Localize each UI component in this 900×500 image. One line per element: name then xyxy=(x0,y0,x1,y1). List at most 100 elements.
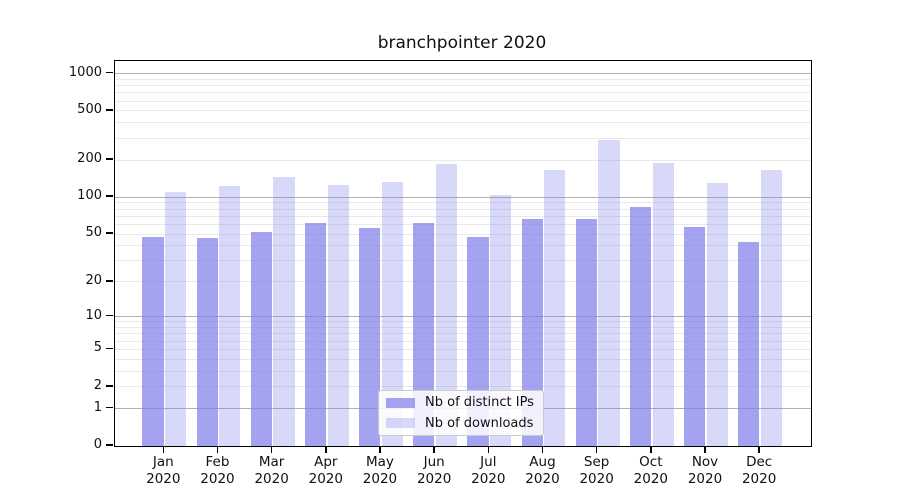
x-tick-label-may: May 2020 xyxy=(348,454,412,488)
x-tick-label-dec: Dec 2020 xyxy=(727,454,791,488)
x-tick-month: Mar xyxy=(258,454,285,470)
y-tick-label-20: 20 xyxy=(85,272,102,288)
y-tick-mark-1000 xyxy=(106,71,113,74)
bar-downloads-oct xyxy=(652,162,674,446)
bar-downloads-nov xyxy=(706,182,728,446)
gridline-60 xyxy=(115,223,811,225)
x-tick-label-sep: Sep 2020 xyxy=(565,454,629,488)
x-tick-year: 2020 xyxy=(687,471,723,487)
x-tick-label-apr: Apr 2020 xyxy=(294,454,358,488)
bar-downloads-dec xyxy=(760,170,783,446)
bar-distinct-ips-feb xyxy=(196,238,218,446)
y-tick-label-5: 5 xyxy=(93,340,102,356)
x-tick-year: 2020 xyxy=(416,471,452,487)
gridline-700 xyxy=(115,92,811,94)
x-tick-month: May xyxy=(366,454,394,470)
x-tick-label-jul: Jul 2020 xyxy=(456,454,520,488)
gridline-20 xyxy=(115,281,811,283)
x-tick-mark-jul xyxy=(487,446,490,453)
y-tick-mark-1 xyxy=(106,406,113,409)
x-tick-mark-may xyxy=(379,446,381,453)
x-tick-mark-nov xyxy=(704,446,706,453)
x-tick-mark-oct xyxy=(650,446,652,453)
bar-distinct-ips-mar xyxy=(250,232,272,446)
bar-downloads-sep xyxy=(598,140,620,446)
x-tick-mark-dec xyxy=(758,446,760,453)
gridline-900 xyxy=(115,78,811,80)
bar-downloads-may xyxy=(381,182,403,446)
legend-label-downloads: Nb of downloads xyxy=(425,415,534,431)
x-tick-month: Feb xyxy=(205,454,230,470)
gridline-30 xyxy=(115,260,811,262)
gridline-1000 xyxy=(115,73,811,75)
gridline-200 xyxy=(115,159,811,161)
x-tick-year: 2020 xyxy=(308,471,343,487)
x-tick-month: Nov xyxy=(691,454,719,470)
x-tick-mark-jan xyxy=(162,446,165,453)
x-tick-mark-apr xyxy=(325,446,327,453)
gridline-10 xyxy=(115,316,811,318)
x-tick-year: 2020 xyxy=(362,471,398,487)
x-tick-month: Oct xyxy=(639,454,663,470)
bar-distinct-ips-nov xyxy=(684,227,706,446)
gridline-2 xyxy=(115,386,811,388)
x-tick-year: 2020 xyxy=(471,471,506,487)
legend-swatch-distinct-ips xyxy=(386,397,415,408)
gridline-7 xyxy=(115,333,811,335)
gridline-5 xyxy=(115,348,811,350)
y-tick-label-100: 100 xyxy=(77,188,102,204)
bar-downloads-apr xyxy=(327,184,349,446)
gridline-600 xyxy=(115,100,811,102)
bar-distinct-ips-oct xyxy=(629,207,652,446)
gridline-80 xyxy=(115,208,811,210)
y-tick-mark-100 xyxy=(106,195,113,197)
gridline-3 xyxy=(115,370,811,372)
gridline-300 xyxy=(115,137,811,139)
y-tick-mark-10 xyxy=(106,314,113,317)
x-tick-month: Apr xyxy=(314,454,338,470)
bar-distinct-ips-may xyxy=(359,228,381,446)
bar-downloads-jun xyxy=(435,163,458,446)
x-tick-month: Aug xyxy=(529,454,556,470)
x-tick-month: Jun xyxy=(423,454,445,470)
bar-distinct-ips-jan xyxy=(142,237,164,446)
x-tick-mark-feb xyxy=(216,446,219,453)
gridline-100 xyxy=(115,196,811,198)
x-tick-label-oct: Oct 2020 xyxy=(619,454,683,488)
y-tick-mark-500 xyxy=(106,109,113,111)
bar-downloads-jul xyxy=(490,195,512,446)
gridline-40 xyxy=(115,245,811,247)
bar-downloads-aug xyxy=(544,170,566,446)
y-tick-label-2: 2 xyxy=(93,377,102,393)
x-tick-label-mar: Mar 2020 xyxy=(240,454,304,488)
x-tick-year: 2020 xyxy=(633,471,668,487)
x-tick-mark-aug xyxy=(541,446,544,453)
chart-title: branchpointer 2020 xyxy=(377,33,547,53)
bar-downloads-jan xyxy=(165,191,187,446)
y-tick-mark-5 xyxy=(106,347,113,350)
bar-distinct-ips-sep xyxy=(575,219,597,446)
gridline-8 xyxy=(115,327,811,329)
legend: Nb of distinct IPs Nb of downloads xyxy=(378,390,544,436)
y-tick-label-1: 1 xyxy=(93,399,102,415)
y-tick-label-10: 10 xyxy=(85,307,102,323)
x-tick-month: Sep xyxy=(583,454,610,470)
gridline-70 xyxy=(115,215,811,217)
y-tick-mark-2 xyxy=(106,385,113,387)
y-tick-label-0: 0 xyxy=(93,437,102,452)
y-tick-label-500: 500 xyxy=(77,101,102,117)
bar-distinct-ips-dec xyxy=(738,242,760,446)
gridline-6 xyxy=(115,340,811,342)
x-tick-year: 2020 xyxy=(200,471,235,487)
x-tick-label-aug: Aug 2020 xyxy=(510,454,574,488)
x-tick-label-feb: Feb 2020 xyxy=(185,454,249,488)
x-tick-year: 2020 xyxy=(579,471,614,487)
x-tick-year: 2020 xyxy=(741,471,777,487)
x-tick-month: Jan xyxy=(152,454,174,470)
legend-label-distinct-ips: Nb of distinct IPs xyxy=(425,395,534,411)
plot-area xyxy=(114,60,812,447)
x-tick-label-jan: Jan 2020 xyxy=(131,454,195,488)
x-tick-mark-jun xyxy=(433,446,435,453)
gridline-800 xyxy=(115,85,811,87)
